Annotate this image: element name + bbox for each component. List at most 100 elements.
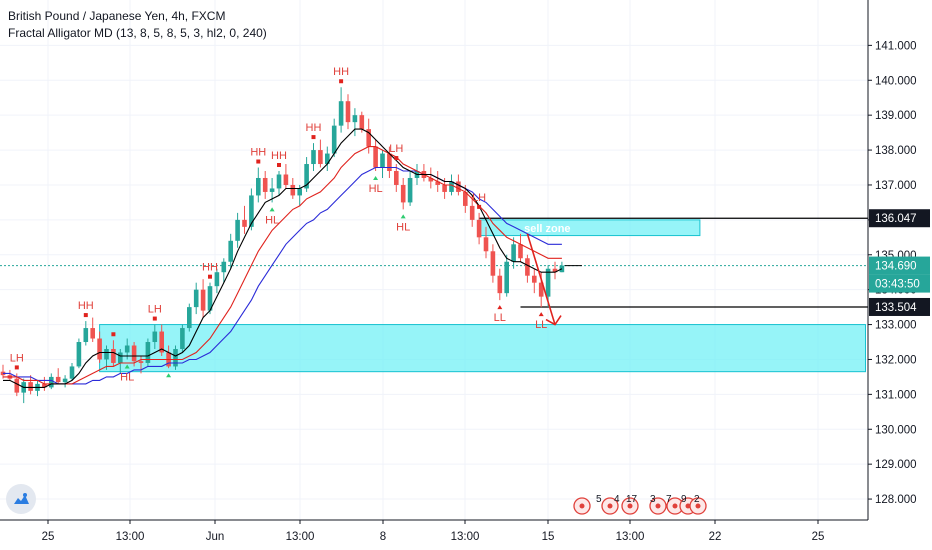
candle-body [152, 331, 158, 343]
candle-body [387, 153, 392, 172]
event-count: 2 [694, 494, 700, 505]
candle-body [400, 184, 406, 203]
event-flag-dot [627, 503, 633, 509]
fractal-label: HL [120, 371, 134, 383]
event-count: 3 [650, 494, 656, 505]
candle-body [173, 348, 178, 367]
fractal-label: LL [535, 319, 547, 331]
level-price-tag-bg [869, 297, 930, 316]
candle-body [69, 366, 75, 379]
candle-body [490, 251, 496, 276]
candle-body [200, 289, 206, 311]
fractal-label: HH [333, 66, 349, 78]
time-tick-label: 13:00 [616, 531, 645, 543]
candle-body [76, 342, 82, 367]
candle-body [180, 328, 185, 349]
annotations-layer [526, 233, 582, 326]
candle-body [456, 181, 461, 192]
fractal-label: HH [271, 150, 287, 162]
price-tick-label: 138.000 [875, 145, 917, 157]
event-count: 7 [666, 494, 672, 505]
price-tick-label: 137.000 [875, 180, 917, 192]
fractal-up-marker [394, 156, 399, 161]
time-axis[interactable]: 25 13:00 Jun 13:00 8 13:00 15 13:00 22 25 [0, 519, 868, 543]
fractal-label: HL [396, 221, 410, 233]
time-tick-label: Jun [206, 531, 225, 543]
candle-body [221, 261, 227, 273]
candle-body [49, 376, 54, 388]
fractal-label: LH [148, 304, 162, 316]
candle-body [359, 115, 365, 130]
event-flag-dot [685, 503, 691, 509]
fractal-down-marker [124, 364, 130, 369]
fractal-up-marker [256, 159, 261, 164]
fractal-up-marker [152, 316, 157, 321]
fractal-label: HH [306, 122, 322, 134]
cloud-icon [14, 493, 29, 504]
candle-body [352, 115, 358, 123]
candle-body [338, 101, 344, 126]
candle-body [394, 171, 399, 185]
level-price-tag: 136.047 [875, 213, 917, 225]
countdown-tag: 03:43:50 [875, 279, 920, 291]
fractal-down-marker [166, 373, 172, 378]
fractal-down-marker [269, 207, 275, 212]
candle-body [228, 240, 233, 262]
candle-body [262, 177, 268, 192]
time-tick-label: 25 [812, 531, 825, 543]
fractal-up-marker [208, 274, 212, 279]
price-tags: 136.047 133.504 134.690 03:43:50 [869, 209, 930, 316]
fractal-label: LH [472, 192, 486, 204]
events-bar[interactable]: 5 4 17 3 7 9 2 [573, 494, 707, 515]
price-tick-label: 133.000 [875, 320, 917, 332]
price-tick-label: 139.000 [875, 110, 917, 122]
chart-grid [0, 0, 868, 520]
fractal-down-marker [497, 305, 503, 310]
candle-body [138, 361, 144, 363]
fractal-up-marker [83, 313, 88, 318]
event-flag-dot [695, 503, 701, 509]
time-tick-label: 25 [42, 531, 55, 543]
tradingview-logo[interactable] [6, 484, 36, 514]
fractal-up-marker [277, 163, 281, 168]
event-flag-dot [579, 503, 585, 509]
candle-body [97, 338, 102, 360]
candle-body [118, 352, 123, 363]
level-price-tag: 133.504 [875, 302, 917, 314]
candle-body [242, 219, 247, 227]
price-tick-label: 130.000 [875, 424, 917, 436]
time-tick-label: 8 [380, 531, 386, 543]
candle-body [42, 383, 47, 388]
candle-body [290, 184, 296, 196]
candle-body [193, 289, 199, 308]
candle-body [552, 268, 558, 273]
fractal-up-marker [311, 135, 316, 140]
last-price-tag: 134.690 [875, 261, 917, 273]
last-price-tag-bg [869, 256, 930, 275]
price-tick-label: 129.000 [875, 459, 917, 471]
candle-body [449, 181, 454, 192]
candle-body [504, 261, 509, 294]
event-count: 5 [596, 494, 602, 505]
candle-body [235, 219, 240, 241]
indicator-title[interactable]: Fractal Alligator MD (13, 8, 5, 8, 5, 3,… [8, 26, 267, 40]
candle-body [55, 376, 61, 383]
fractal-up-marker [339, 79, 344, 84]
level-price-tag-bg [869, 209, 930, 228]
candle-body [28, 382, 33, 391]
teeth-line [3, 146, 562, 385]
candle-body [538, 282, 544, 297]
price-tick-label: 132.000 [875, 354, 917, 366]
price-tick-label: 141.000 [875, 40, 917, 52]
candle-body [373, 146, 378, 168]
countdown-tag-bg [869, 274, 930, 293]
alligator-lines [3, 128, 563, 388]
fractal-up-marker [111, 332, 116, 337]
candle-body [256, 177, 261, 196]
candle-body [428, 177, 434, 182]
candle-body [276, 174, 282, 189]
fractal-down-marker [400, 214, 406, 219]
candle-body [159, 331, 164, 353]
candle-body [187, 307, 192, 329]
